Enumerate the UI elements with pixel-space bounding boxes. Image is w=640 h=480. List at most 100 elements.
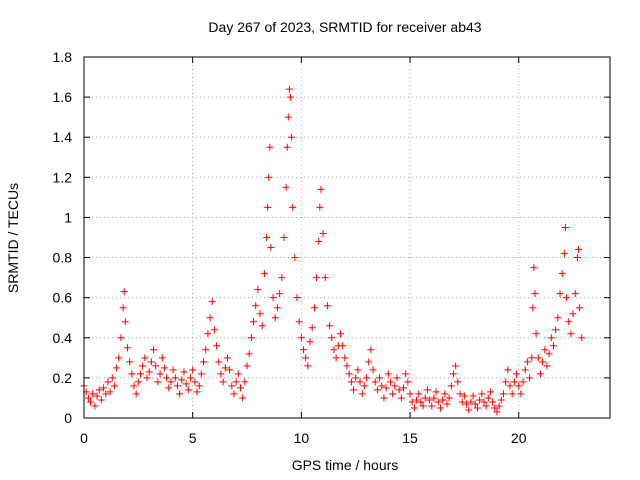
y-tick-label: 1.8	[53, 49, 73, 65]
y-tick-label: 1.4	[53, 129, 73, 145]
data-point	[315, 238, 323, 246]
data-point	[152, 362, 160, 370]
data-point	[204, 330, 212, 338]
data-point	[563, 294, 571, 302]
data-point	[108, 374, 116, 382]
data-point	[467, 398, 475, 406]
y-tick-label: 1.2	[53, 169, 73, 185]
data-point	[523, 358, 531, 366]
data-point	[206, 314, 214, 322]
data-point	[295, 318, 303, 326]
data-point	[454, 378, 462, 386]
data-point	[495, 402, 503, 410]
data-point	[356, 378, 364, 386]
data-point	[84, 394, 92, 402]
x-tick-label: 10	[294, 430, 310, 446]
data-point	[241, 378, 249, 386]
data-point	[413, 396, 421, 404]
data-point	[573, 254, 581, 262]
data-point	[441, 390, 449, 398]
data-point	[463, 400, 471, 408]
data-point	[473, 404, 481, 412]
data-point	[150, 346, 158, 354]
data-point	[400, 384, 408, 392]
data-point	[476, 396, 484, 404]
data-point	[382, 384, 390, 392]
data-point	[415, 390, 423, 398]
data-point	[458, 398, 466, 406]
data-point	[367, 346, 375, 354]
data-point	[91, 402, 99, 410]
y-tick-label: 0.2	[53, 370, 73, 386]
data-point	[430, 394, 438, 402]
data-point	[506, 382, 514, 390]
data-point	[365, 358, 373, 366]
data-point	[260, 270, 268, 278]
data-point	[489, 398, 497, 406]
data-point	[486, 388, 494, 396]
data-point	[406, 390, 414, 398]
data-point	[154, 378, 162, 386]
data-point	[104, 378, 112, 386]
data-point	[171, 374, 179, 382]
data-point	[110, 382, 118, 390]
data-point	[556, 290, 564, 298]
data-point	[282, 183, 290, 191]
data-point	[293, 294, 301, 302]
y-tick-label: 1	[64, 209, 72, 225]
data-point	[319, 229, 327, 237]
data-point	[447, 382, 455, 390]
data-point	[264, 203, 272, 211]
data-point	[393, 374, 401, 382]
data-point	[445, 394, 453, 402]
data-point	[273, 304, 281, 312]
data-point	[423, 386, 431, 394]
data-point	[345, 370, 353, 378]
data-point	[565, 318, 573, 326]
data-point	[545, 350, 553, 358]
data-point	[378, 382, 386, 390]
data-point	[408, 398, 416, 406]
data-point	[330, 346, 338, 354]
data-points	[80, 85, 586, 416]
data-point	[169, 366, 177, 374]
data-point	[306, 338, 314, 346]
data-point	[139, 362, 147, 370]
data-point	[326, 322, 334, 330]
data-point	[513, 370, 521, 378]
data-point	[421, 394, 429, 402]
data-point	[210, 326, 218, 334]
data-point	[89, 390, 97, 398]
data-point	[434, 398, 442, 406]
data-point	[491, 404, 499, 412]
data-point	[223, 354, 231, 362]
data-point	[167, 378, 175, 386]
data-point	[247, 334, 255, 342]
data-point	[128, 370, 136, 378]
data-point	[410, 404, 418, 412]
data-point	[574, 246, 582, 254]
data-point	[391, 382, 399, 390]
grid	[84, 57, 610, 418]
data-point	[265, 173, 273, 181]
data-point	[536, 370, 544, 378]
data-point	[343, 362, 351, 370]
data-point	[469, 392, 477, 400]
data-point	[504, 366, 512, 374]
data-point	[302, 354, 310, 362]
x-tick-labels: 0 5 10 15 20	[80, 430, 527, 446]
data-point	[484, 394, 492, 402]
data-point	[132, 390, 140, 398]
data-point	[460, 392, 468, 400]
data-point	[341, 354, 349, 362]
plot-frame	[83, 56, 611, 419]
data-point	[432, 388, 440, 396]
data-point	[291, 254, 299, 262]
data-point	[328, 334, 336, 342]
data-point	[93, 392, 101, 400]
data-point	[539, 358, 547, 366]
data-point	[517, 390, 525, 398]
data-point	[285, 85, 293, 93]
data-point	[519, 378, 527, 386]
data-point	[321, 274, 329, 282]
